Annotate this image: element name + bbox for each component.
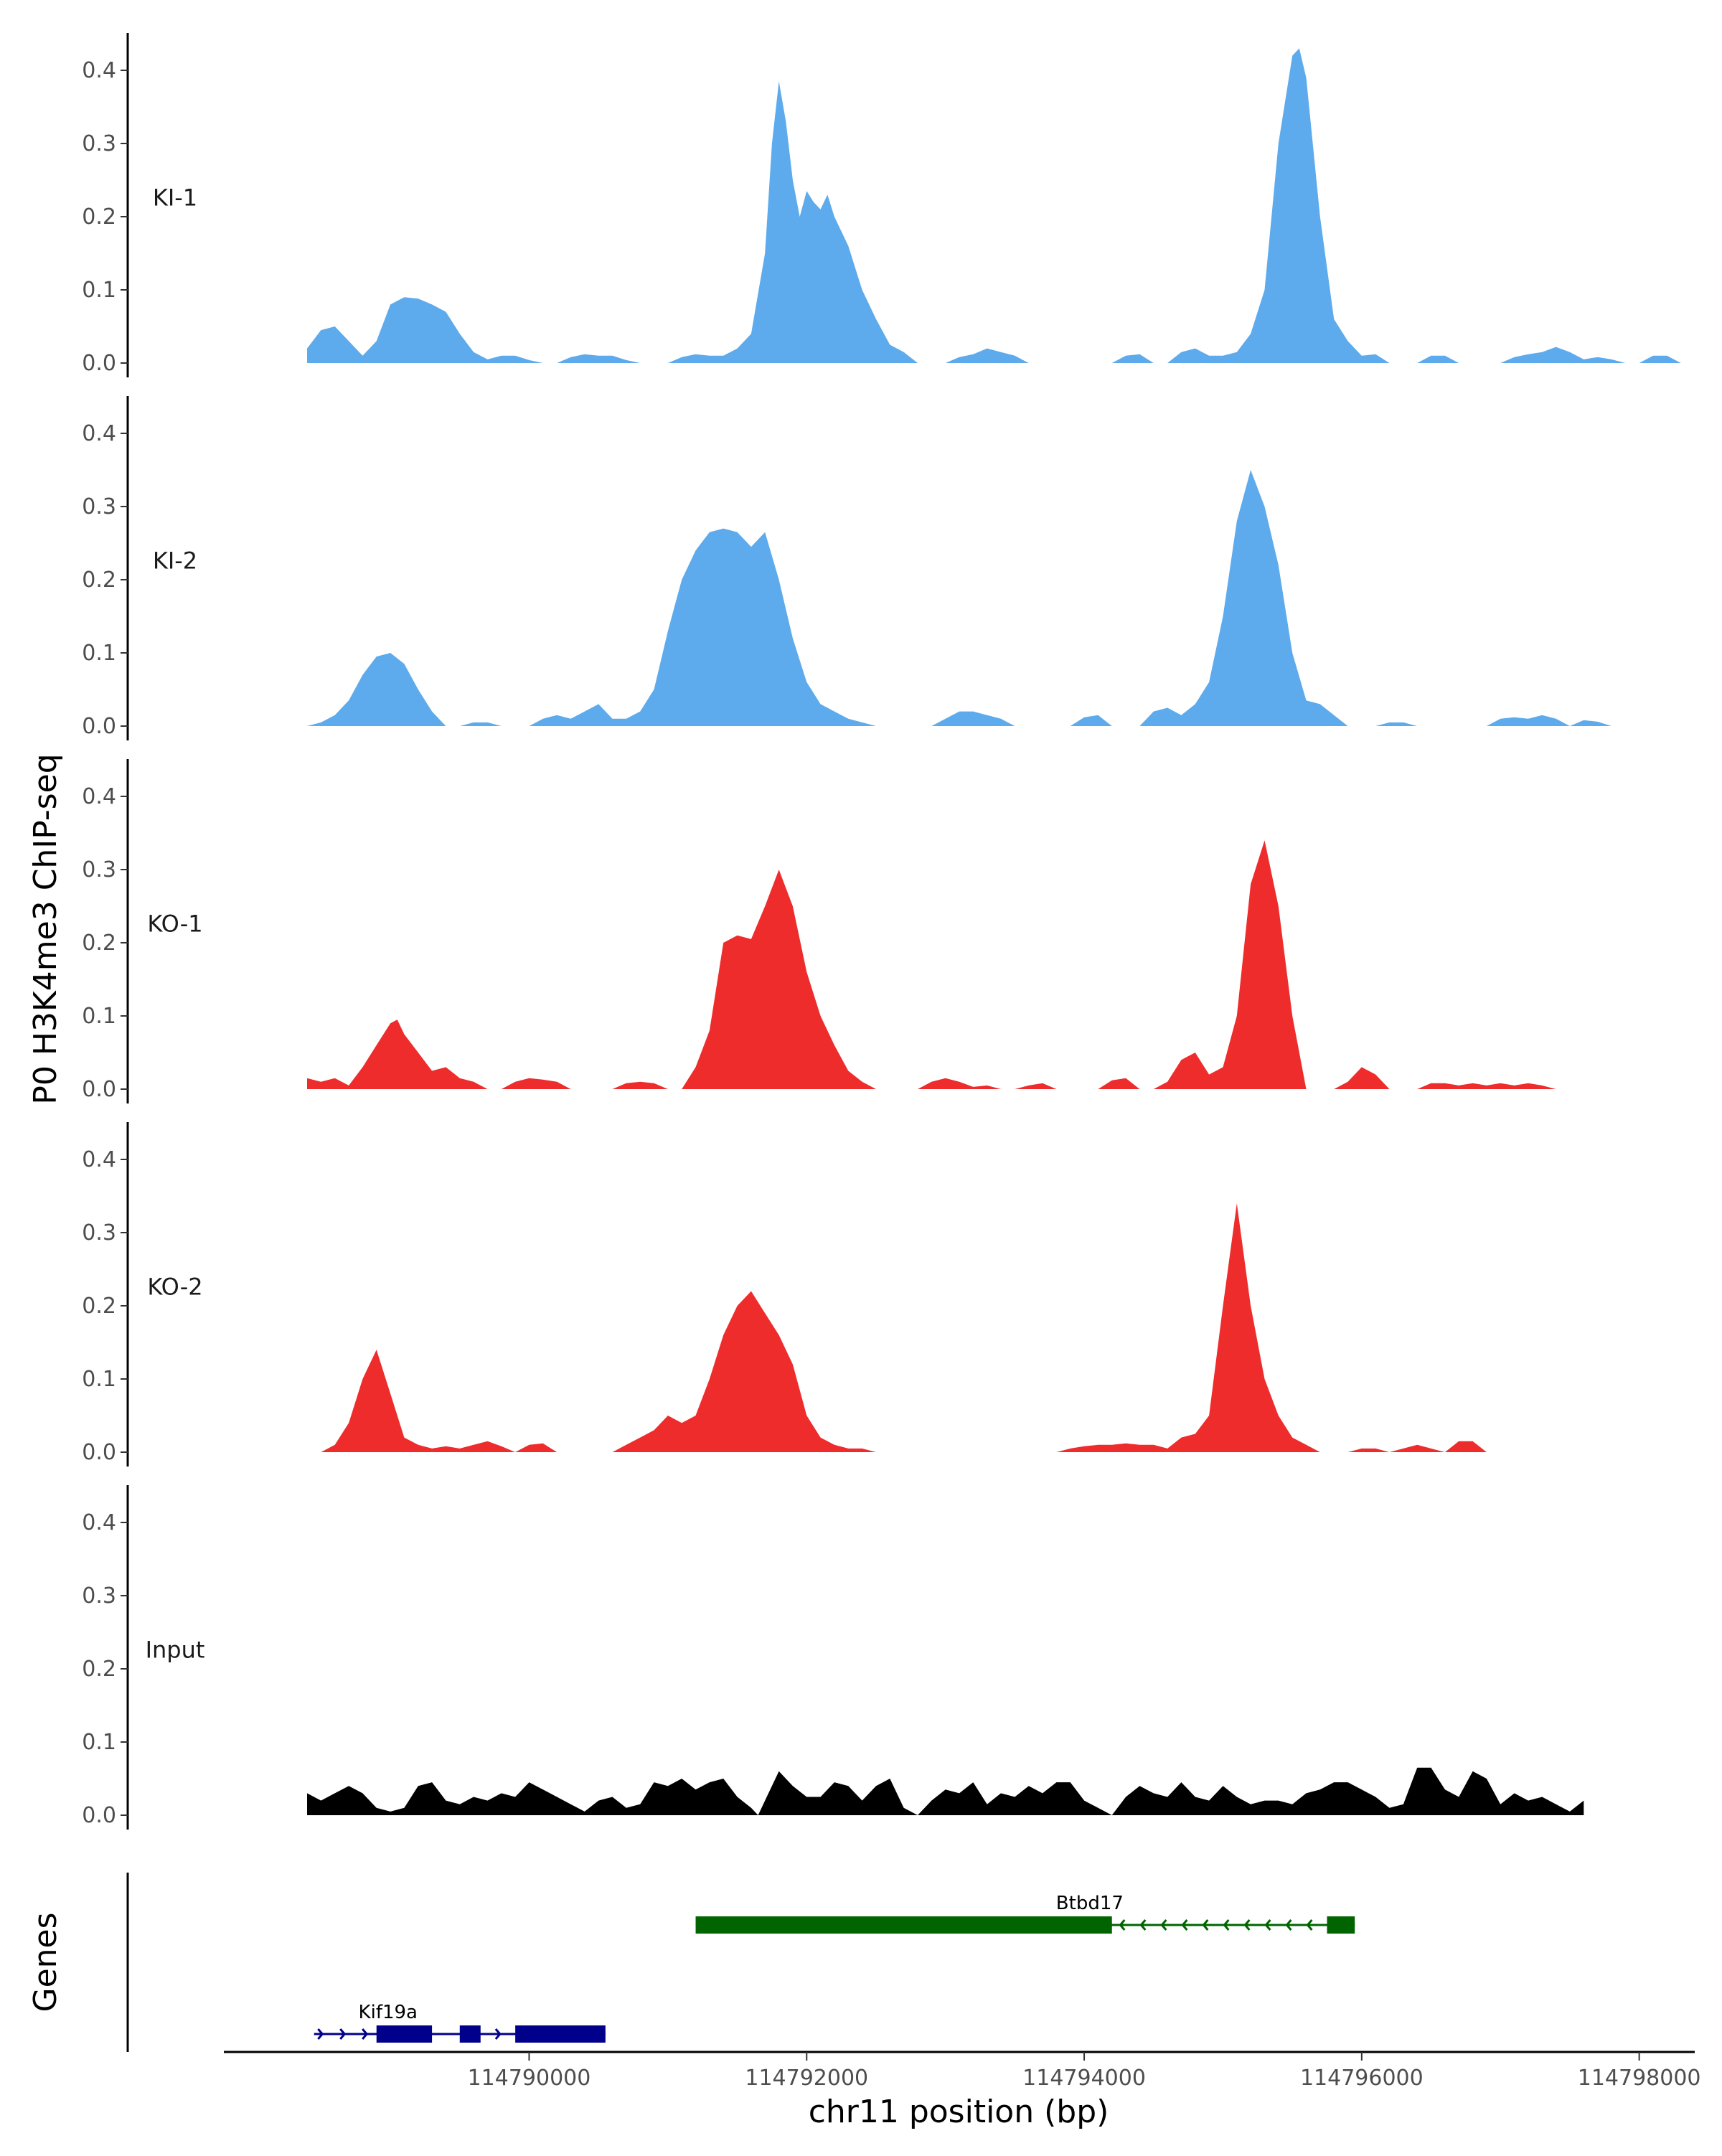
track-ki-2: 0.0 0.1 0.2 0.3 0.4 KI-2 xyxy=(82,396,1612,740)
y-tick-label: 0.4 xyxy=(82,421,116,446)
track-ko-1: 0.0 0.1 0.2 0.3 0.4 KO-1 xyxy=(82,759,1556,1103)
y-tick-label: 0.0 xyxy=(82,1440,116,1465)
gene-exon xyxy=(515,2025,606,2043)
y-tick-label: 0.3 xyxy=(82,1583,116,1609)
track-input: 0.0 0.1 0.2 0.3 0.4 Input xyxy=(82,1485,1584,1830)
gene-name-label: Btbd17 xyxy=(1056,1893,1124,1914)
gene-name-label: Kif19a xyxy=(359,2002,418,2023)
gene-exon xyxy=(459,2025,481,2043)
y-tick-label: 0.2 xyxy=(82,1657,116,1682)
strand-arrow xyxy=(1139,1919,1147,1931)
y-tick-label: 0.1 xyxy=(82,641,116,666)
gene-exon xyxy=(1327,1916,1355,1934)
gene-exon xyxy=(376,2025,433,2043)
track-ko-2: 0.0 0.1 0.2 0.3 0.4 KO-2 xyxy=(82,1122,1487,1467)
y-tick-label: 0.4 xyxy=(82,1147,116,1172)
y-tick-label: 0.0 xyxy=(82,714,116,739)
signal-area xyxy=(321,1203,1487,1452)
strand-arrow xyxy=(494,2028,502,2040)
strand-arrow xyxy=(317,2028,324,2040)
strand-arrow xyxy=(1202,1919,1209,1931)
x-axis-title: chr11 position (bp) xyxy=(809,2094,1109,2130)
x-tick-label: 114798000 xyxy=(1578,2066,1701,2091)
track-label: KI-2 xyxy=(153,547,197,575)
y-tick-label: 0.1 xyxy=(82,1730,116,1755)
gene-btbd17: Btbd17 xyxy=(695,1893,1355,1934)
strand-arrow xyxy=(1285,1919,1292,1931)
strand-arrow xyxy=(1119,1919,1126,1931)
y-tick-label: 0.0 xyxy=(82,351,116,376)
y-tick-label: 0.0 xyxy=(82,1077,116,1102)
y-tick-label: 0.0 xyxy=(82,1803,116,1828)
x-tick-label: 114792000 xyxy=(745,2066,868,2091)
y-tick-label: 0.1 xyxy=(82,1004,116,1029)
y-tick-label: 0.2 xyxy=(82,568,116,593)
genes-panel: Genes Btbd17 Kif19a xyxy=(27,1873,1355,2052)
y-tick-label: 0.2 xyxy=(82,204,116,230)
y-tick-label: 0.1 xyxy=(82,1367,116,1392)
y-tick-label: 0.3 xyxy=(82,1220,116,1246)
track-label: Input xyxy=(146,1637,205,1664)
strand-arrow xyxy=(1264,1919,1271,1931)
strand-arrow xyxy=(339,2028,347,2040)
y-tick-label: 0.4 xyxy=(82,784,116,809)
strand-arrow xyxy=(1181,1919,1188,1931)
y-tick-label: 0.2 xyxy=(82,931,116,956)
signal-area xyxy=(307,48,1681,364)
y-tick-label: 0.4 xyxy=(82,1510,116,1535)
x-tick-label: 114796000 xyxy=(1300,2066,1424,2091)
y-tick-label: 0.3 xyxy=(82,857,116,882)
y-tick-label: 0.3 xyxy=(82,131,116,156)
y-tick-label: 0.3 xyxy=(82,494,116,519)
x-tick-label: 114790000 xyxy=(468,2066,591,2091)
gene-kif19a: Kif19a xyxy=(314,2002,606,2043)
y-tick-label: 0.1 xyxy=(82,278,116,303)
x-tick-label: 114794000 xyxy=(1022,2066,1146,2091)
y-tick-label: 0.4 xyxy=(82,58,116,83)
signal-area xyxy=(307,840,1556,1089)
strand-arrow xyxy=(1243,1919,1251,1931)
track-label: KI-1 xyxy=(153,184,197,212)
strand-arrow xyxy=(362,2028,369,2040)
signal-area xyxy=(307,1767,1584,1815)
x-axis: 114790000 114792000 114794000 114796000 1147… xyxy=(224,2051,1701,2091)
track-label: KO-2 xyxy=(147,1274,202,1301)
tracks-layer: 0.00.10.20.30.4KI-10.00.10.20.30.4KI-20.… xyxy=(82,33,1681,1830)
y-axis-title: P0 H3K4me3 ChIP-seq xyxy=(27,753,64,1104)
gene-exon xyxy=(695,1916,1112,1934)
signal-area xyxy=(307,470,1612,726)
y-tick-label: 0.2 xyxy=(82,1294,116,1319)
track-label: KO-1 xyxy=(147,910,202,938)
strand-arrow xyxy=(1160,1919,1167,1931)
genes-axis-title: Genes xyxy=(27,1912,64,2012)
track-ki-1: 0.0 0.1 0.2 0.3 0.4 KI-1 xyxy=(82,33,1681,377)
strand-arrow xyxy=(1306,1919,1313,1931)
strand-arrow xyxy=(1223,1919,1230,1931)
